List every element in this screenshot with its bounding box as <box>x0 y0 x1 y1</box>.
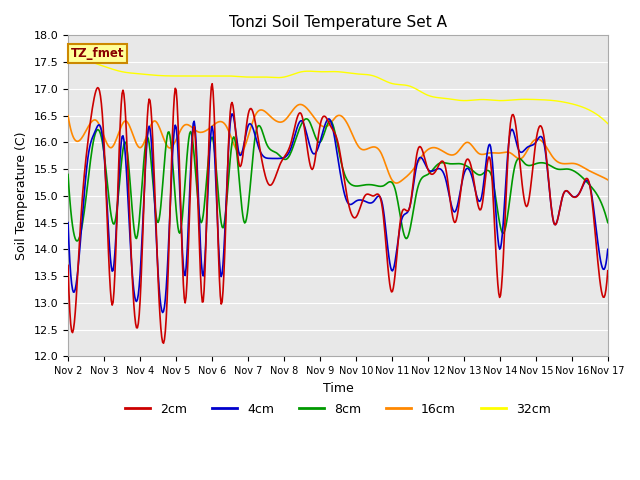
Legend: 2cm, 4cm, 8cm, 16cm, 32cm: 2cm, 4cm, 8cm, 16cm, 32cm <box>120 398 556 420</box>
Text: TZ_fmet: TZ_fmet <box>71 47 124 60</box>
Y-axis label: Soil Temperature (C): Soil Temperature (C) <box>15 132 28 260</box>
Title: Tonzi Soil Temperature Set A: Tonzi Soil Temperature Set A <box>229 15 447 30</box>
X-axis label: Time: Time <box>323 382 353 395</box>
